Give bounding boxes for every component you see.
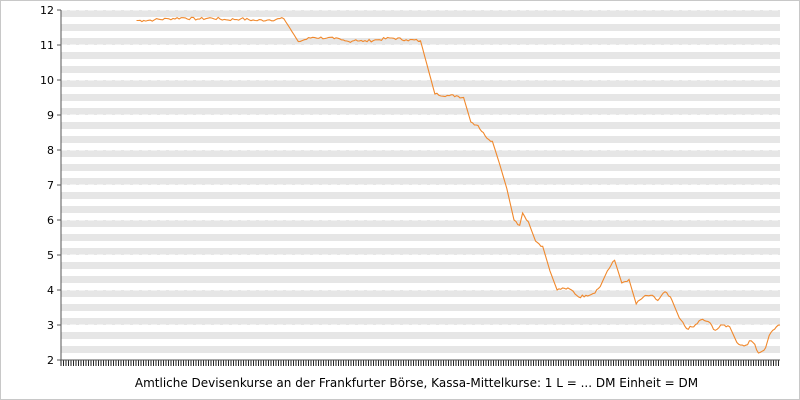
grid-band: [61, 136, 780, 143]
grid-band: [61, 101, 780, 108]
grid-band: [61, 59, 780, 66]
grid-band: [61, 304, 780, 311]
y-tick-label: 11: [40, 39, 54, 52]
grid-band: [61, 241, 780, 248]
grid-band: [61, 129, 780, 136]
grid-band: [61, 157, 780, 164]
grid-band: [61, 143, 780, 150]
grid-band: [61, 227, 780, 234]
y-tick-label: 7: [47, 179, 54, 192]
grid-band: [61, 220, 780, 227]
y-tick-label: 12: [40, 4, 54, 17]
grid-band: [61, 192, 780, 199]
y-tick-label: 4: [47, 284, 54, 297]
grid-band: [61, 24, 780, 31]
grid-band: [61, 248, 780, 255]
grid-band: [61, 339, 780, 346]
grid-band: [61, 17, 780, 24]
grid-band: [61, 353, 780, 360]
x-axis-ticks: [60, 360, 779, 366]
grid-band: [61, 10, 780, 17]
grid-band: [61, 318, 780, 325]
grid-band: [61, 45, 780, 52]
grid-band: [61, 311, 780, 318]
grid-band: [61, 164, 780, 171]
y-tick-label: 9: [47, 109, 54, 122]
series-line: [136, 16, 781, 354]
y-tick-label: 2: [47, 354, 54, 367]
grid-band: [61, 213, 780, 220]
grid-band: [61, 66, 780, 73]
y-tick-label: 6: [47, 214, 54, 227]
grid-band: [61, 276, 780, 283]
grid-band: [61, 73, 780, 80]
grid-band: [61, 122, 780, 129]
y-tick-label: 3: [47, 319, 54, 332]
grid-band: [61, 269, 780, 276]
y-tick-label: 10: [40, 74, 54, 87]
grid-band: [61, 290, 780, 297]
grid-band: [61, 31, 780, 38]
grid-band: [61, 346, 780, 353]
grid-band: [61, 283, 780, 290]
grid-band: [61, 199, 780, 206]
grid-band: [61, 150, 780, 157]
grid-band: [61, 206, 780, 213]
grid-band: [61, 87, 780, 94]
grid-band: [61, 80, 780, 87]
grid-bands: [61, 10, 780, 360]
grid-band: [61, 255, 780, 262]
grid-band: [61, 332, 780, 339]
y-axis-ticks: 2 3 4 5 6 7 8 9 10 11 12: [40, 4, 61, 367]
grid-band: [61, 234, 780, 241]
grid-band: [61, 178, 780, 185]
grid-band: [61, 262, 780, 269]
grid-band: [61, 171, 780, 178]
y-tick-label: 8: [47, 144, 54, 157]
grid-band: [61, 325, 780, 332]
grid-band: [61, 108, 780, 115]
grid-band: [61, 94, 780, 101]
grid-band: [61, 297, 780, 304]
y-tick-label: 5: [47, 249, 54, 262]
chart-caption: Amtliche Devisenkurse an der Frankfurter…: [135, 376, 698, 390]
grid-band: [61, 185, 780, 192]
grid-band: [61, 52, 780, 59]
grid-band: [61, 115, 780, 122]
